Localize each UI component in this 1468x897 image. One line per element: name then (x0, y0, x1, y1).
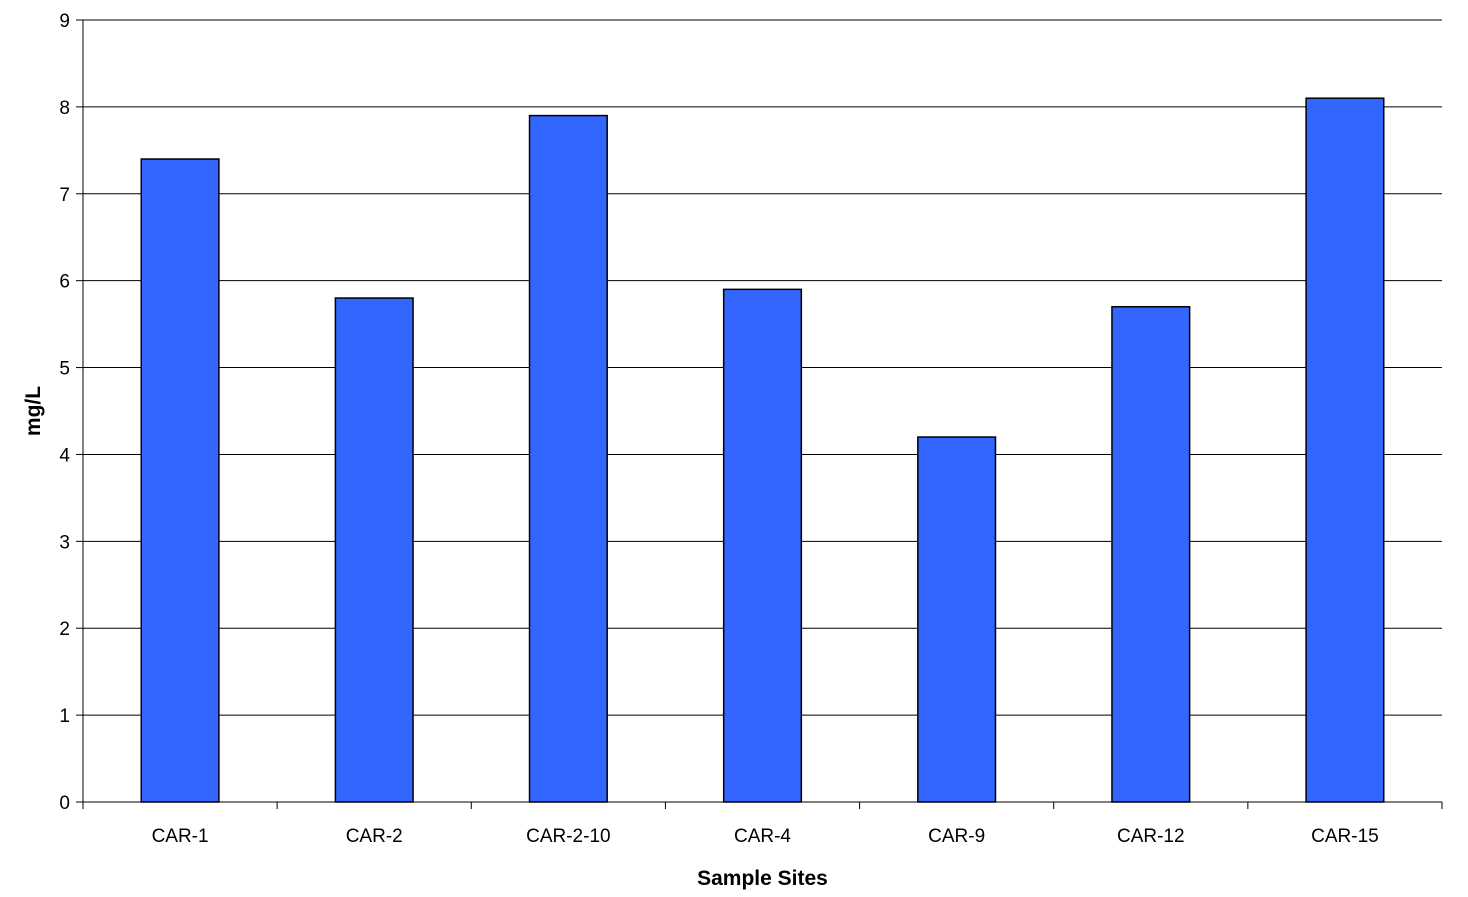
bar-car-2 (334, 297, 414, 803)
y-tick-label: 8 (59, 98, 70, 119)
bar-car-9 (917, 436, 997, 803)
y-tick-label: 2 (59, 619, 70, 640)
y-tick-label: 0 (59, 793, 70, 814)
y-tick-labels: 0 1 2 3 4 5 6 7 8 9 (59, 11, 83, 814)
y-tick-label: 5 (59, 359, 70, 380)
x-tick-label: CAR-9 (928, 826, 985, 847)
bar-car-15 (1305, 97, 1385, 803)
x-tick-label: CAR-2-10 (526, 826, 610, 847)
x-axis-title: Sample Sites (697, 867, 828, 890)
y-axis-title: mg/L (22, 386, 45, 436)
axes (82, 20, 1442, 803)
y-tick-label: 9 (59, 11, 70, 32)
x-tick-label: CAR-1 (152, 826, 209, 847)
x-tick-labels: CAR-1 CAR-2 CAR-2-10 CAR-4 CAR-9 CAR-12 CAR-15 (82, 802, 1443, 847)
y-tick-label: 6 (59, 272, 70, 293)
x-tick-label: CAR-4 (734, 826, 791, 847)
y-tick-label: 1 (59, 706, 70, 727)
bars (140, 97, 1385, 803)
x-tick-label: CAR-2 (346, 826, 403, 847)
x-tick-label: CAR-15 (1311, 826, 1379, 847)
y-tick-label: 7 (59, 185, 70, 206)
x-tick-label: CAR-12 (1117, 826, 1185, 847)
y-tick-label: 4 (59, 445, 70, 466)
bar-car-1 (140, 158, 220, 803)
y-tick-label: 3 (59, 532, 70, 553)
bar-car-2-10 (528, 114, 608, 803)
bar-car-12 (1111, 305, 1191, 803)
bar-car-4 (722, 288, 803, 803)
